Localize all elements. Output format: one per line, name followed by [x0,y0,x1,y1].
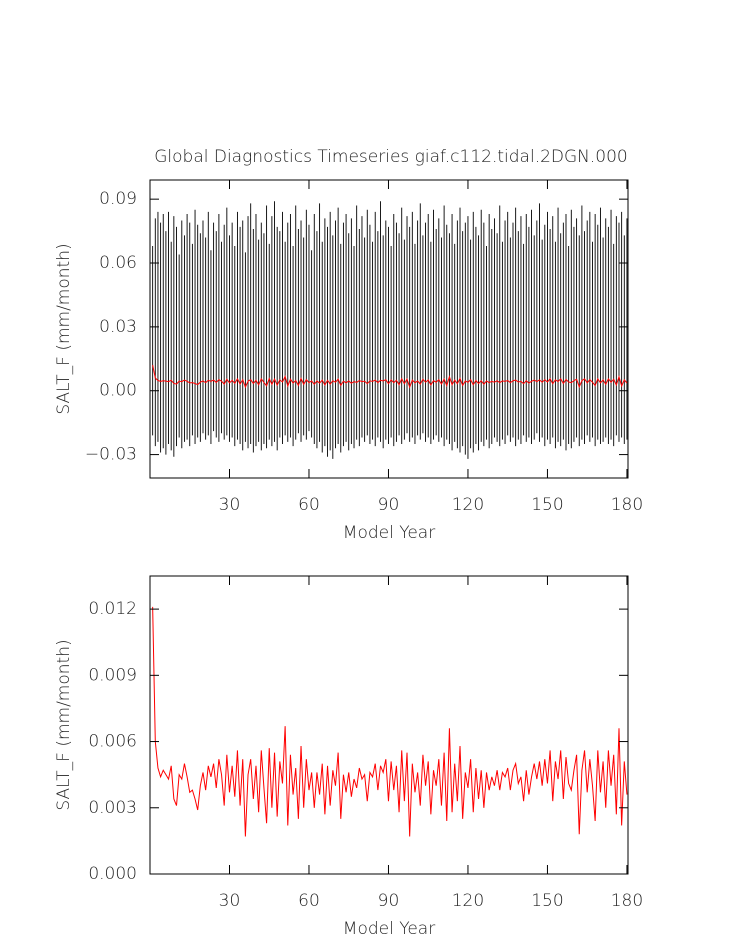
x-tick-label: 150 [531,495,563,515]
y-tick-label: 0.009 [88,665,137,685]
y-axis-label: SALT_F (mm/month) [54,639,74,810]
y-tick-label: 0.000 [88,864,137,884]
y-tick-label: 0.09 [99,189,137,209]
data-line [152,364,628,389]
x-tick-label: 180 [611,495,643,515]
x-tick-label: 60 [298,495,320,515]
y-tick-label: 0.00 [99,381,137,401]
x-tick-label: 180 [611,891,643,911]
x-tick-label: 90 [378,891,400,911]
data-line [152,606,628,837]
x-axis-label: Model Year [343,919,435,939]
x-tick-label: 60 [298,891,320,911]
y-tick-label: 0.012 [88,599,137,619]
y-tick-label: 0.06 [99,253,137,273]
y-tick-label: 0.003 [88,798,137,818]
x-tick-label: 150 [531,891,563,911]
plot-frame [149,179,629,479]
x-tick-label: 30 [219,891,241,911]
plot-frame [149,575,629,875]
x-tick-label: 90 [378,495,400,515]
y-tick-label: −0.03 [85,445,137,465]
y-axis-label: SALT_F (mm/month) [54,243,74,414]
y-tick-label: 0.006 [88,732,137,752]
x-tick-label: 30 [219,495,241,515]
chart-title: Global Diagnostics Timeseries giaf.c112.… [154,147,628,167]
x-tick-label: 120 [452,495,484,515]
x-axis-label: Model Year [343,523,435,543]
y-tick-label: 0.03 [99,317,137,337]
x-tick-label: 120 [452,891,484,911]
